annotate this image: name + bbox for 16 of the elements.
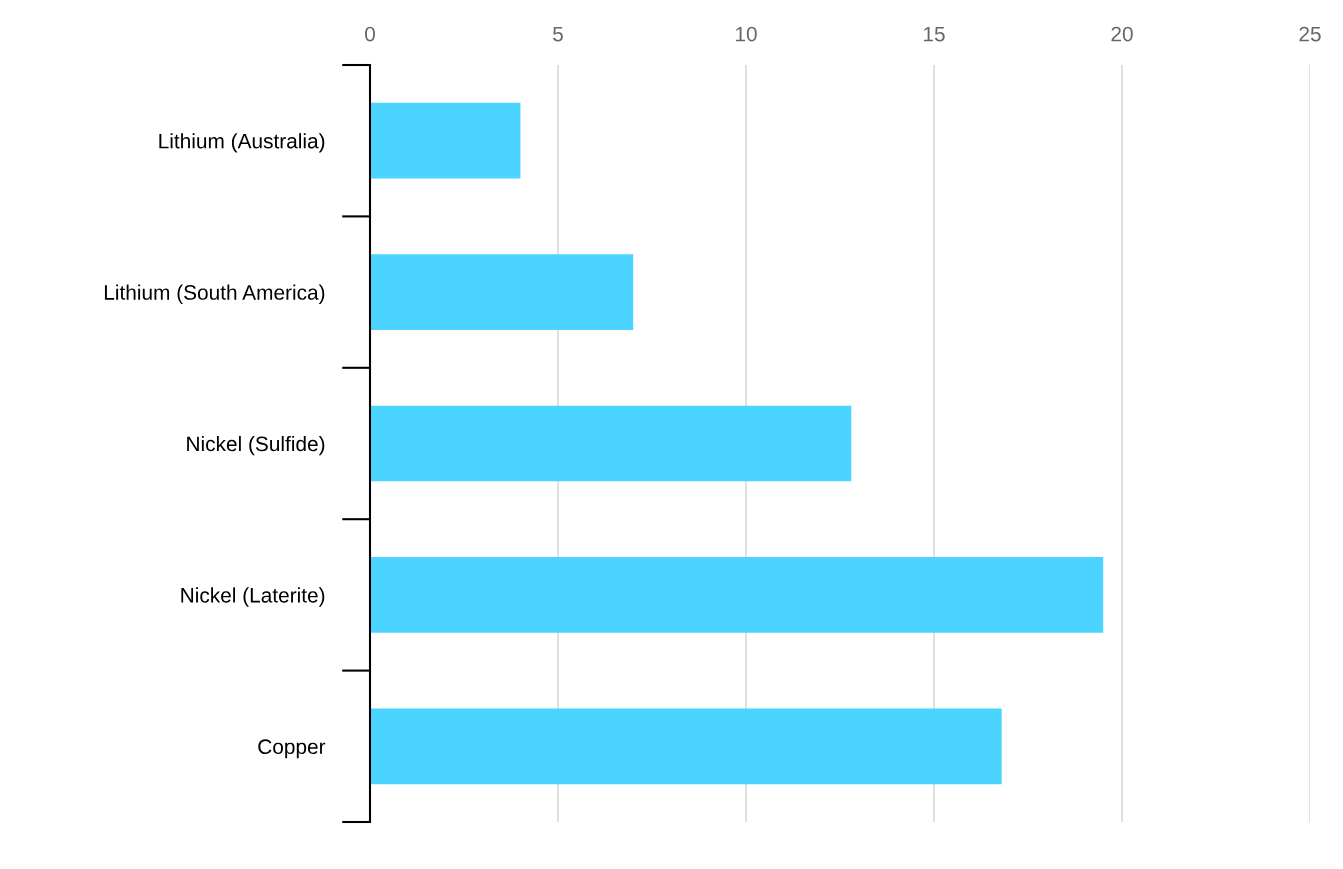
bar xyxy=(370,405,852,482)
y-tick-label: Nickel (Sulfide) xyxy=(187,435,325,456)
y-tick-label: Copper xyxy=(258,739,326,759)
x-tick-label: 10 xyxy=(736,26,757,42)
x-tick-label: 25 xyxy=(1299,26,1321,42)
bar xyxy=(370,557,1104,633)
y-tick-label: Nickel (Laterite) xyxy=(181,587,325,607)
x-tick-label: 0 xyxy=(365,26,375,42)
bar xyxy=(370,708,1002,785)
y-tick-label: Lithium (Australia) xyxy=(159,133,325,153)
x-tick-label: 15 xyxy=(924,26,945,42)
bar xyxy=(370,102,521,179)
x-tick-label: 5 xyxy=(553,26,563,42)
y-tick-label: Lithium (South America) xyxy=(104,284,325,304)
bar xyxy=(370,254,634,330)
x-tick-label: 20 xyxy=(1111,26,1133,42)
